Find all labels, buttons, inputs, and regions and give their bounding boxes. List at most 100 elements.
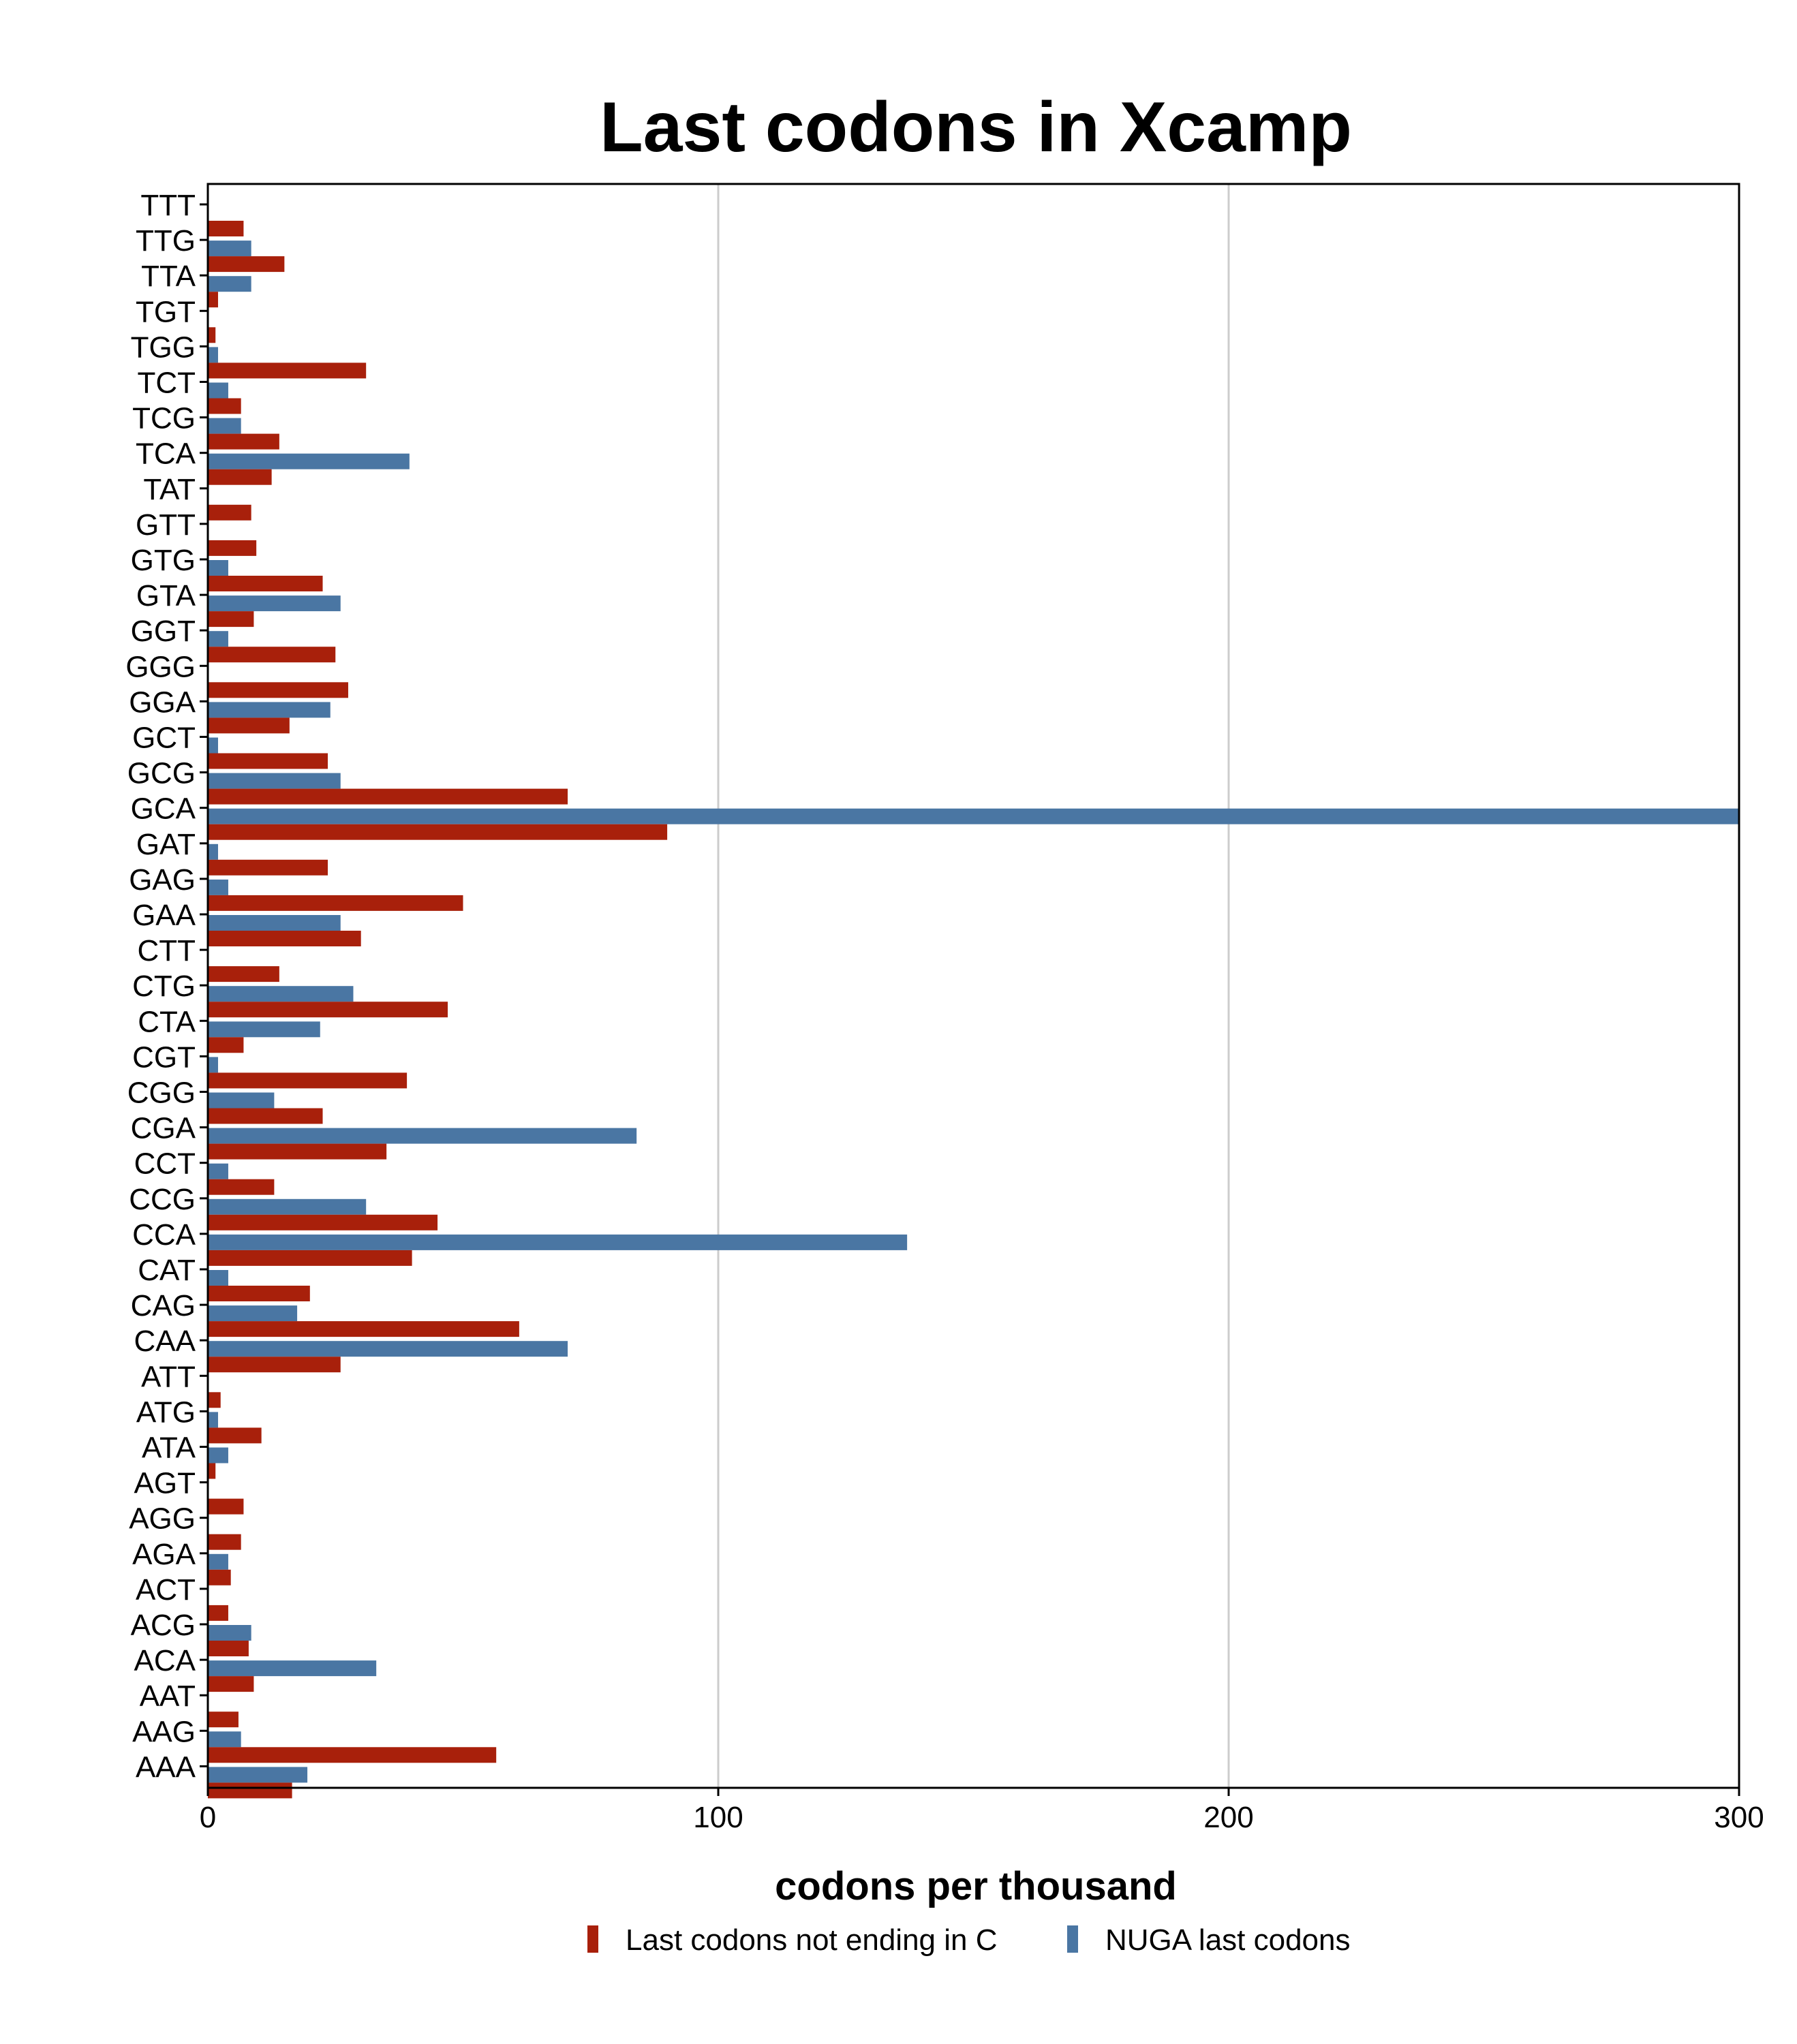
y-tick-label: AAG <box>132 1715 196 1748</box>
bar-nuga-CAG <box>208 1305 298 1322</box>
bar-not-c-CCT <box>208 1179 275 1195</box>
bar-not-c-ATT <box>208 1392 221 1408</box>
bar-nuga-GGT <box>208 631 228 647</box>
bar-nuga-ATG <box>208 1412 218 1428</box>
bar-nuga-GAG <box>208 879 228 895</box>
bar-nuga-ACA <box>208 1660 377 1677</box>
bar-not-c-CGG <box>208 1108 323 1124</box>
bar-nuga-CCG <box>208 1198 367 1215</box>
y-tick-label: GTG <box>131 544 196 577</box>
x-tick-label: 0 <box>200 1801 216 1834</box>
y-tick-label: ACT <box>136 1573 196 1607</box>
bar-not-c-GTA <box>208 611 254 628</box>
x-tick-label: 300 <box>1714 1801 1764 1834</box>
bar-nuga-TCG <box>208 418 241 434</box>
bar-not-c-GGT <box>208 647 336 663</box>
y-tick-label: CGG <box>127 1077 196 1110</box>
bar-nuga-GAT <box>208 843 218 860</box>
x-tick-label: 200 <box>1203 1801 1253 1834</box>
y-tick-label: CAA <box>134 1325 196 1358</box>
bar-nuga-CGG <box>208 1092 275 1109</box>
bar-not-c-ATA <box>208 1463 216 1479</box>
bar-nuga-TGG <box>208 347 218 363</box>
y-tick-label: TCA <box>136 437 196 471</box>
bar-not-c-AGT <box>208 1498 244 1515</box>
bar-not-c-AGA <box>208 1569 231 1585</box>
y-tick-label: GGG <box>125 650 196 683</box>
legend: Last codons not ending in C NUGA last cod… <box>587 1923 1351 1957</box>
y-tick-label: TCT <box>137 367 196 400</box>
bar-not-c-CAT <box>208 1286 310 1301</box>
y-tick-label: GTT <box>136 508 196 542</box>
y-tick-label: GAA <box>132 899 196 932</box>
y-tick-label: CAG <box>131 1289 196 1322</box>
y-tick-label: AGT <box>134 1467 196 1500</box>
bar-not-c-TCG <box>208 433 279 450</box>
y-tick-label: GTA <box>136 579 196 613</box>
y-tick-label: ATT <box>141 1360 196 1393</box>
bar-nuga-GCG <box>208 773 341 789</box>
y-tick-label: TTA <box>141 260 196 293</box>
bar-nuga-TCA <box>208 453 410 469</box>
bar-not-c-GAT <box>208 859 328 876</box>
bar-nuga-GTA <box>208 595 341 612</box>
bar-nuga-AAG <box>208 1731 241 1748</box>
bar-nuga-GGA <box>208 702 331 718</box>
bar-nuga-CGA <box>208 1128 637 1144</box>
bar-not-c-GCG <box>208 788 568 805</box>
y-tick-label: ATA <box>142 1431 196 1465</box>
gridlines <box>717 184 1230 1788</box>
bar-not-c-CCG <box>208 1214 438 1230</box>
bar-not-c-AAG <box>208 1747 497 1763</box>
bar-not-c-GGA <box>208 717 290 734</box>
bar-not-c-GCT <box>208 753 328 769</box>
bar-not-c-CAA <box>208 1357 341 1373</box>
bar-nuga-ACG <box>208 1625 251 1641</box>
y-tick-label: CCG <box>129 1183 196 1216</box>
bar-not-c-GTT <box>208 540 257 556</box>
y-tick-label: TAT <box>143 473 196 506</box>
bar-nuga-CTG <box>208 986 354 1002</box>
bar-not-c-CTT <box>208 966 279 982</box>
y-tick-label: ACG <box>131 1609 196 1642</box>
x-tick-label: 100 <box>693 1801 743 1834</box>
bar-nuga-AAA <box>208 1767 308 1783</box>
x-axis: 0 100 200 300 <box>200 1788 1764 1834</box>
bar-not-c-GCA <box>208 824 668 840</box>
y-tick-label: CGA <box>131 1112 196 1145</box>
bar-nuga-TTA <box>208 276 251 292</box>
bar-nuga-GCT <box>208 737 218 754</box>
bar-not-c-ACT <box>208 1605 228 1621</box>
y-tick-label: TTT <box>140 189 196 222</box>
y-tick-label: CTG <box>132 970 196 1003</box>
y-tick-label: CTT <box>137 934 196 967</box>
bar-nuga-TCT <box>208 382 228 399</box>
bar-nuga-CCA <box>208 1234 908 1250</box>
y-tick-label: TGG <box>131 330 196 364</box>
bar-not-c-CGT <box>208 1072 408 1089</box>
bar-not-c-TGT <box>208 327 216 343</box>
bar-not-c-GAA <box>208 931 361 946</box>
bar-not-c-CCA <box>208 1250 412 1266</box>
bar-not-c-GTG <box>208 576 323 591</box>
y-tick-label: GGA <box>129 685 196 719</box>
bar-not-c-TGG <box>208 362 367 379</box>
bar-not-c-CAG <box>208 1321 519 1337</box>
y-tick-label: AAA <box>136 1750 196 1784</box>
y-tick-label: CCA <box>132 1218 196 1252</box>
y-tick-label: CCT <box>134 1147 196 1181</box>
bar-nuga-GCA <box>208 808 1739 824</box>
y-tick-label: TCG <box>132 402 196 435</box>
bar-not-c-TAT <box>208 504 251 521</box>
chart-title: Last codons in Xcamp <box>600 88 1352 167</box>
bar-not-c-TTG <box>208 256 285 273</box>
bar-nuga-ATA <box>208 1447 228 1464</box>
bar-nuga-GAA <box>208 915 341 931</box>
y-tick-label: ACA <box>134 1644 196 1677</box>
y-axis: TTTTTGTTATGTTGGTCTTCGTCATATGTTGTGGTAGGTG… <box>125 189 208 1784</box>
bar-nuga-CAA <box>208 1341 568 1357</box>
y-tick-label: AAT <box>140 1679 196 1713</box>
x-axis-label: codons per thousand <box>775 1864 1177 1908</box>
bar-not-c-AGG <box>208 1534 241 1550</box>
y-tick-label: AGG <box>129 1502 196 1536</box>
